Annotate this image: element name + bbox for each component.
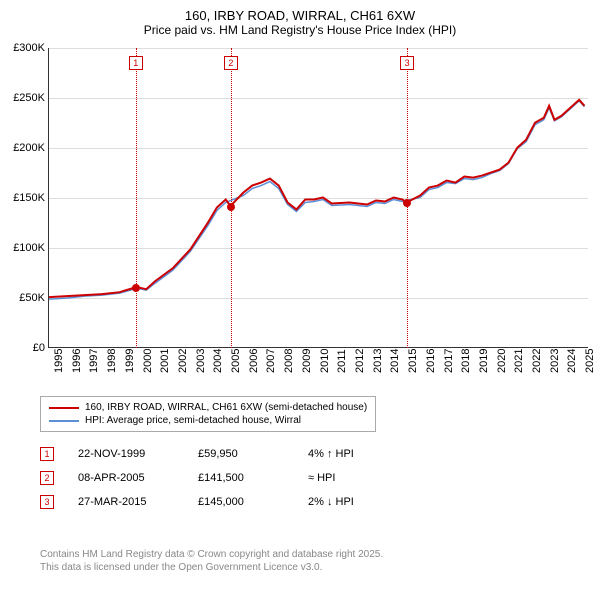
x-axis-label: 2025 bbox=[584, 349, 596, 373]
x-axis-label: 1997 bbox=[88, 349, 100, 373]
x-axis-label: 2024 bbox=[566, 349, 578, 373]
sale-marker-line bbox=[231, 48, 232, 348]
x-axis-label: 2018 bbox=[460, 349, 472, 373]
x-axis-label: 1998 bbox=[106, 349, 118, 373]
sale-date: 22-NOV-1999 bbox=[78, 448, 198, 460]
sale-hpi: ≈ HPI bbox=[308, 472, 408, 484]
chart-subtitle: Price paid vs. HM Land Registry's House … bbox=[0, 23, 600, 43]
x-axis-label: 2003 bbox=[195, 349, 207, 373]
sale-date: 08-APR-2005 bbox=[78, 472, 198, 484]
chart-title: 160, IRBY ROAD, WIRRAL, CH61 6XW bbox=[0, 0, 600, 23]
sale-row-marker: 1 bbox=[40, 447, 54, 461]
legend-box: 160, IRBY ROAD, WIRRAL, CH61 6XW (semi-d… bbox=[40, 396, 376, 432]
x-axis-label: 2014 bbox=[389, 349, 401, 373]
x-axis-label: 2008 bbox=[283, 349, 295, 373]
x-axis-label: 2005 bbox=[230, 349, 242, 373]
legend-row: HPI: Average price, semi-detached house,… bbox=[49, 414, 367, 427]
sale-hpi: 4% ↑ HPI bbox=[308, 448, 408, 460]
sale-marker-dot bbox=[403, 199, 411, 207]
x-axis-label: 2006 bbox=[248, 349, 260, 373]
x-axis-label: 2000 bbox=[142, 349, 154, 373]
x-axis-label: 2015 bbox=[407, 349, 419, 373]
x-axis-label: 1999 bbox=[124, 349, 136, 373]
y-axis-label: £100K bbox=[1, 242, 45, 254]
footer-attribution: Contains HM Land Registry data © Crown c… bbox=[40, 548, 383, 574]
x-axis-label: 2004 bbox=[212, 349, 224, 373]
x-axis-label: 2013 bbox=[372, 349, 384, 373]
legend-swatch bbox=[49, 420, 79, 422]
x-axis-label: 2010 bbox=[319, 349, 331, 373]
sale-marker-dot bbox=[227, 203, 235, 211]
sale-marker-box: 1 bbox=[129, 56, 143, 70]
x-axis-label: 2011 bbox=[336, 349, 348, 373]
sales-table: 1 22-NOV-1999£59,9504% ↑ HPI 2 08-APR-2005£… bbox=[40, 442, 408, 514]
sale-marker-line bbox=[407, 48, 408, 348]
y-axis-label: £200K bbox=[1, 142, 45, 154]
sale-hpi: 2% ↓ HPI bbox=[308, 496, 408, 508]
sales-row: 2 08-APR-2005£141,500≈ HPI bbox=[40, 466, 408, 490]
y-axis-label: £0 bbox=[1, 342, 45, 354]
sale-price: £141,500 bbox=[198, 472, 308, 484]
sale-marker-line bbox=[136, 48, 137, 348]
x-axis-label: 2019 bbox=[478, 349, 490, 373]
sale-date: 27-MAR-2015 bbox=[78, 496, 198, 508]
chart-plot-area: £0£50K£100K£150K£200K£250K£300K199519961… bbox=[48, 48, 588, 348]
y-axis-label: £250K bbox=[1, 92, 45, 104]
sale-price: £59,950 bbox=[198, 448, 308, 460]
sale-row-marker: 2 bbox=[40, 471, 54, 485]
x-axis-label: 1996 bbox=[71, 349, 83, 373]
x-axis-label: 2016 bbox=[425, 349, 437, 373]
legend-label: HPI: Average price, semi-detached house,… bbox=[85, 415, 301, 426]
y-axis-label: £50K bbox=[1, 292, 45, 304]
x-axis-label: 2023 bbox=[549, 349, 561, 373]
legend-swatch bbox=[49, 407, 79, 409]
chart-lines bbox=[49, 48, 588, 347]
footer-line-2: This data is licensed under the Open Gov… bbox=[40, 561, 383, 574]
y-axis-label: £300K bbox=[1, 42, 45, 54]
sale-marker-box: 2 bbox=[224, 56, 238, 70]
x-axis-label: 2021 bbox=[513, 349, 525, 373]
series-line bbox=[49, 100, 584, 297]
legend-row: 160, IRBY ROAD, WIRRAL, CH61 6XW (semi-d… bbox=[49, 401, 367, 414]
x-axis-label: 2022 bbox=[531, 349, 543, 373]
legend-label: 160, IRBY ROAD, WIRRAL, CH61 6XW (semi-d… bbox=[85, 402, 367, 413]
y-axis-label: £150K bbox=[1, 192, 45, 204]
sale-price: £145,000 bbox=[198, 496, 308, 508]
footer-line-1: Contains HM Land Registry data © Crown c… bbox=[40, 548, 383, 561]
series-line bbox=[49, 101, 584, 299]
x-axis-label: 2001 bbox=[159, 349, 171, 373]
x-axis-label: 2017 bbox=[443, 349, 455, 373]
x-axis-label: 1995 bbox=[53, 349, 65, 373]
sales-row: 1 22-NOV-1999£59,9504% ↑ HPI bbox=[40, 442, 408, 466]
x-axis-label: 2020 bbox=[496, 349, 508, 373]
x-axis-label: 2009 bbox=[301, 349, 313, 373]
sales-row: 3 27-MAR-2015£145,0002% ↓ HPI bbox=[40, 490, 408, 514]
sale-marker-box: 3 bbox=[400, 56, 414, 70]
x-axis-label: 2007 bbox=[265, 349, 277, 373]
sale-row-marker: 3 bbox=[40, 495, 54, 509]
sale-marker-dot bbox=[132, 284, 140, 292]
x-axis-label: 2012 bbox=[354, 349, 366, 373]
x-axis-label: 2002 bbox=[177, 349, 189, 373]
